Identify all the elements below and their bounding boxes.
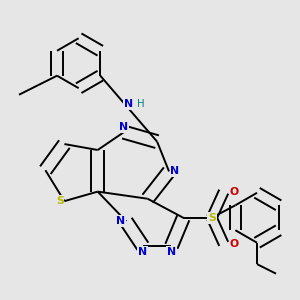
Text: N: N <box>119 122 128 132</box>
Text: S: S <box>208 213 216 223</box>
Text: S: S <box>56 196 64 206</box>
Text: O: O <box>230 187 239 196</box>
Text: N: N <box>138 247 147 257</box>
Text: N: N <box>124 99 133 109</box>
Text: N: N <box>116 216 125 226</box>
Text: O: O <box>230 239 239 249</box>
Text: N: N <box>167 247 176 257</box>
Text: H: H <box>137 99 144 109</box>
Text: N: N <box>170 167 179 176</box>
